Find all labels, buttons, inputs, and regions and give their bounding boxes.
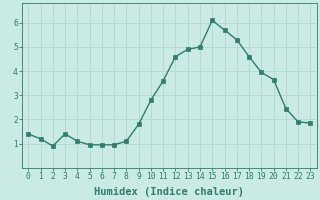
X-axis label: Humidex (Indice chaleur): Humidex (Indice chaleur) (94, 186, 244, 197)
